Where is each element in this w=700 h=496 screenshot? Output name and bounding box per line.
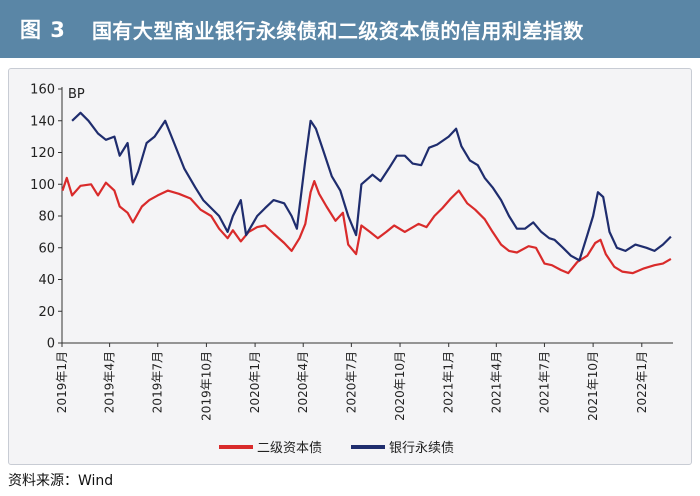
- y-tick-label: 20: [38, 305, 55, 320]
- y-tick-label: 0: [47, 337, 55, 352]
- y-tick-label: 40: [38, 273, 55, 288]
- x-tick-label: 2022年1月: [635, 351, 649, 413]
- figure-header: 图 3 国有大型商业银行永续债和二级资本债的信用利差指数: [0, 0, 700, 58]
- x-tick-label: 2021年1月: [442, 351, 456, 413]
- x-tick-label: 2021年4月: [489, 351, 503, 413]
- x-tick-label: 2020年10月: [393, 351, 407, 421]
- line-chart: 0 20 40 60 80 100 120 140 160 BP 2019年1月 2019年4月 201…: [30, 83, 673, 456]
- x-tick-label: 2020年4月: [296, 351, 310, 413]
- chart-panel: 0 20 40 60 80 100 120 140 160 BP 2019年1月 2019年4月 201…: [8, 68, 692, 465]
- y-tick-label: 140: [30, 114, 55, 129]
- legend-label-secondary-capital-bond: 二级资本债: [257, 441, 322, 456]
- x-tick-label: 2020年7月: [344, 351, 358, 413]
- y-tick-label: 80: [38, 210, 55, 225]
- x-tick-label: 2019年1月: [55, 351, 69, 413]
- y-axis-unit-label: BP: [68, 87, 85, 102]
- x-tick-label: 2021年10月: [586, 351, 600, 421]
- y-tick-label: 60: [38, 241, 55, 256]
- series-line-secondary-capital-bond: [61, 176, 672, 275]
- y-tick-label: 100: [30, 178, 55, 193]
- series-line-perpetual-bond: [71, 111, 672, 262]
- y-tick-label: 120: [30, 146, 55, 161]
- y-tick-label: 160: [30, 83, 55, 98]
- source-note: 资料来源：Wind: [8, 473, 114, 489]
- x-tick-label: 2019年4月: [103, 351, 117, 413]
- x-tick-label: 2019年7月: [151, 351, 165, 413]
- figure-label: 图 3: [20, 18, 66, 42]
- x-tick-label: 2019年10月: [199, 351, 213, 421]
- figure-title: 国有大型商业银行永续债和二级资本债的信用利差指数: [91, 18, 584, 43]
- x-tick-label: 2020年1月: [248, 351, 262, 413]
- legend-label-perpetual-bond: 银行永续债: [389, 441, 454, 456]
- x-tick-label: 2021年7月: [537, 351, 551, 413]
